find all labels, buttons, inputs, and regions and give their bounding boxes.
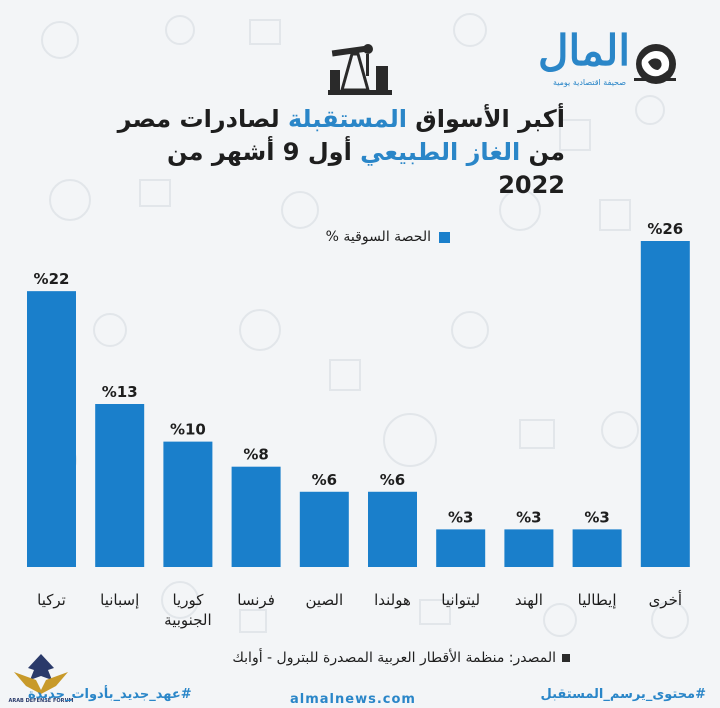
bar-6 — [436, 529, 486, 567]
bar-1 — [95, 404, 145, 567]
category-label-2-line-0: كوريا — [172, 591, 204, 609]
source-bullet — [562, 654, 570, 662]
category-label-6: ليتوانيا — [441, 591, 480, 609]
bar-value-label-7: %3 — [516, 508, 541, 526]
category-label-1: إسبانيا — [100, 591, 139, 609]
legend-swatch — [439, 231, 450, 243]
title-line2-part-a: من — [520, 138, 565, 166]
bar-value-label-1: %13 — [102, 383, 138, 401]
bar-value-label-9: %26 — [647, 220, 683, 238]
category-label-9: أخرى — [649, 590, 682, 609]
oil-pump-icon — [328, 44, 392, 95]
bar-value-label-8: %3 — [584, 508, 609, 526]
footer-hashtag-left: #عهد_جديد_بأدوات_جديدة — [28, 687, 192, 702]
title-line1-part-a: أكبر الأسواق — [406, 105, 565, 133]
bar-5 — [368, 491, 417, 567]
source-note: المصدر: منظمة الأقطار العربية المصدرة لل… — [160, 650, 570, 666]
bar-3 — [231, 466, 281, 567]
title-line-2: من الغاز الطبيعي أول 9 أشهر من 2022 — [105, 136, 565, 202]
bar-value-label-2: %10 — [170, 421, 206, 439]
bar-7 — [504, 529, 554, 567]
globe-icon — [634, 44, 676, 84]
category-label-5: هولندا — [374, 591, 411, 609]
footer-website[interactable]: almalnews.com — [290, 692, 416, 707]
bar-value-label-5: %6 — [380, 471, 405, 489]
watermark-text: ARAB DEFENSE FORUM — [8, 698, 73, 704]
bar-2 — [163, 441, 213, 567]
bar-9 — [640, 241, 690, 567]
source-text: المصدر: منظمة الأقطار العربية المصدرة لل… — [232, 650, 556, 666]
category-label-3: فرنسا — [237, 591, 275, 609]
category-label-2-line-1: الجنوبية — [164, 611, 211, 629]
category-label-4: الصين — [305, 591, 343, 609]
bar-value-label-6: %3 — [448, 508, 473, 526]
bar-value-label-4: %6 — [312, 471, 337, 489]
forum-watermark: ARAB DEFENSE FORUM — [8, 654, 74, 704]
logo-tagline: صحيفة اقتصادية يومية — [552, 78, 626, 87]
bar-8 — [572, 529, 622, 567]
bar-0 — [27, 291, 76, 567]
logo-name: المال — [537, 26, 631, 75]
title-line2-part-b: أول 9 أشهر من 2022 — [167, 138, 565, 199]
category-label-7: الهند — [515, 591, 543, 609]
title-line2-highlight: الغاز الطبيعي — [360, 138, 521, 166]
category-label-0: تركيا — [37, 591, 66, 609]
brand-logo: المال صحيفة اقتصادية يومية — [520, 18, 700, 88]
title-line1-part-b: لصادرات مصر — [117, 105, 288, 133]
bar-4 — [299, 491, 349, 567]
legend-label: الحصة السوقية % — [325, 229, 431, 245]
title-line1-highlight: المستقبلة — [287, 105, 407, 133]
bar-value-label-0: %22 — [34, 270, 70, 288]
footer-hashtag-right: #محتوى_يرسم_المستقبل — [540, 687, 706, 702]
chart-legend: الحصة السوقية % — [280, 226, 450, 248]
title-line-1: أكبر الأسواق المستقبلة لصادرات مصر — [105, 103, 565, 136]
category-label-8: إيطاليا — [578, 591, 617, 609]
bar-value-label-3: %8 — [243, 446, 268, 464]
chart-title: أكبر الأسواق المستقبلة لصادرات مصر من ال… — [105, 103, 565, 202]
